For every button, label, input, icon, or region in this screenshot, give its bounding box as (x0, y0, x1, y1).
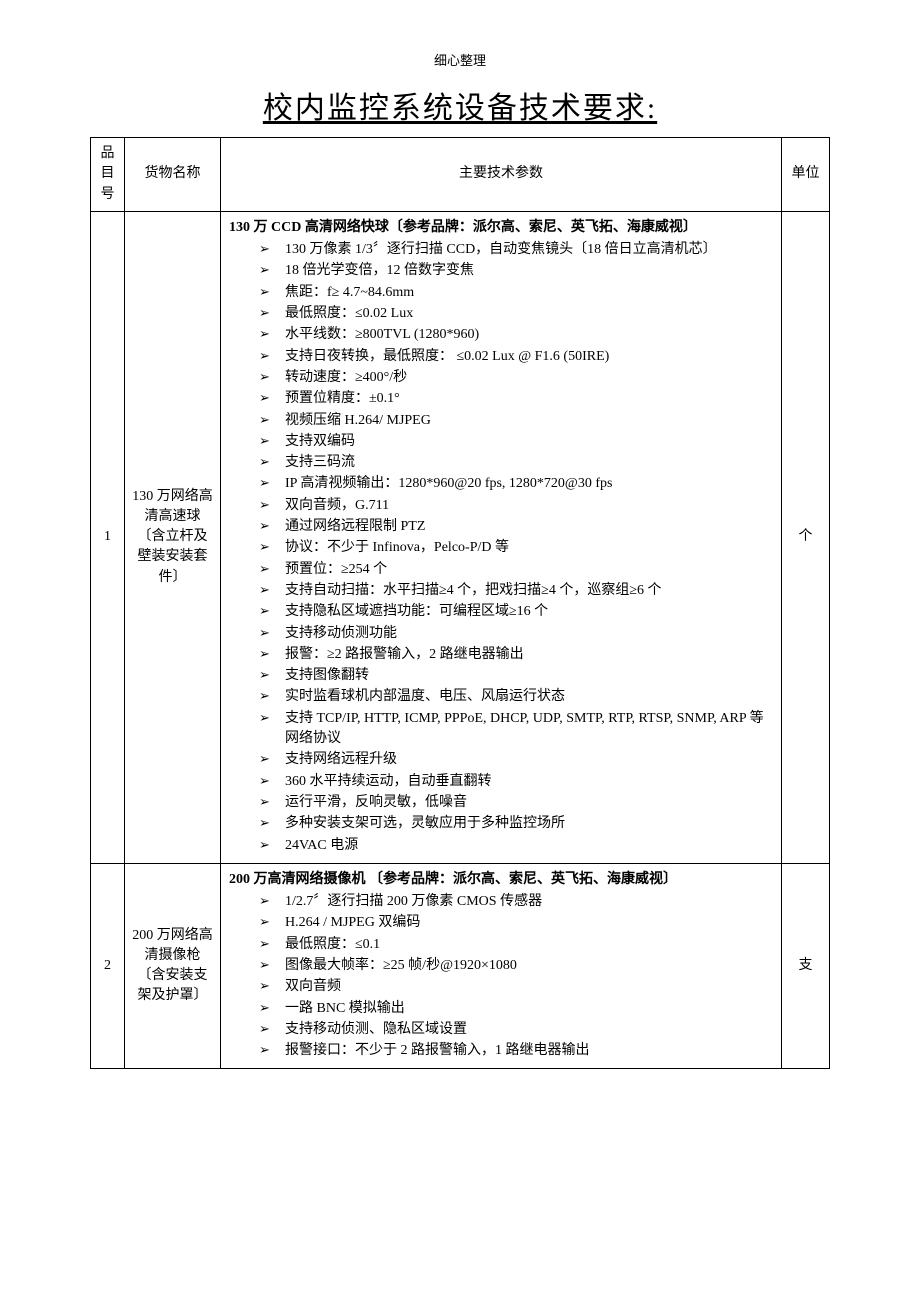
spec-item: 协议：不少于 Infinova，Pelco-P/D 等 (259, 538, 773, 558)
cell-unit: 支 (782, 863, 830, 1069)
spec-item: 水平线数：≥800TVL (1280*960) (259, 325, 773, 345)
spec-item: 支持移动侦测、隐私区域设置 (259, 1020, 773, 1040)
col-header-unit: 单位 (782, 138, 830, 212)
spec-item: 双向音频，G.711 (259, 496, 773, 516)
spec-item: 支持 TCP/IP, HTTP, ICMP, PPPoE, DHCP, UDP,… (259, 709, 773, 750)
spec-item: 18 倍光学变倍，12 倍数字变焦 (259, 261, 773, 281)
cell-name: 200 万网络高清摄像枪〔含安装支架及护罩〕 (125, 863, 221, 1069)
spec-item: 双向音频 (259, 977, 773, 997)
spec-item: 支持三码流 (259, 453, 773, 473)
spec-item: 焦距：f≥ 4.7~84.6mm (259, 283, 773, 303)
spec-heading: 130 万 CCD 高清网络快球〔参考品牌：派尔高、索尼、英飞拓、海康威视〕 (229, 218, 773, 238)
spec-item: H.264 / MJPEG 双编码 (259, 913, 773, 933)
page: 细心整理 校内监控系统设备技术要求: 品目号 货物名称 主要技术参数 单位 1 … (0, 0, 920, 1302)
cell-spec: 130 万 CCD 高清网络快球〔参考品牌：派尔高、索尼、英飞拓、海康威视〕 1… (221, 211, 782, 863)
cell-name: 130 万网络高清高速球〔含立杆及壁装安装套件〕 (125, 211, 221, 863)
spec-item: 最低照度：≤0.02 Lux (259, 304, 773, 324)
col-header-spec: 主要技术参数 (221, 138, 782, 212)
table-row: 1 130 万网络高清高速球〔含立杆及壁装安装套件〕 130 万 CCD 高清网… (91, 211, 830, 863)
spec-item: 支持网络远程升级 (259, 750, 773, 770)
header-note: 细心整理 (90, 50, 830, 69)
spec-item: 预置位：≥254 个 (259, 560, 773, 580)
spec-item: 预置位精度：±0.1° (259, 389, 773, 409)
col-header-name: 货物名称 (125, 138, 221, 212)
spec-item: 1/2.7〞逐行扫描 200 万像素 CMOS 传感器 (259, 892, 773, 912)
spec-item: 运行平滑，反响灵敏，低噪音 (259, 793, 773, 813)
spec-heading: 200 万高清网络摄像机 〔参考品牌：派尔高、索尼、英飞拓、海康威视〕 (229, 870, 773, 890)
spec-item: 图像最大帧率：≥25 帧/秒@1920×1080 (259, 956, 773, 976)
spec-item: 一路 BNC 模拟输出 (259, 999, 773, 1019)
spec-item: 转动速度：≥400°/秒 (259, 368, 773, 388)
spec-item: 支持双编码 (259, 432, 773, 452)
spec-item: 实时监看球机内部温度、电压、风扇运行状态 (259, 687, 773, 707)
spec-list: 1/2.7〞逐行扫描 200 万像素 CMOS 传感器 H.264 / MJPE… (229, 892, 773, 1061)
spec-item: 支持移动侦测功能 (259, 624, 773, 644)
spec-item: 支持图像翻转 (259, 666, 773, 686)
spec-item: 多种安装支架可选，灵敏应用于多种监控场所 (259, 814, 773, 834)
spec-item: 视频压缩 H.264/ MJPEG (259, 411, 773, 431)
spec-list: 130 万像素 1/3〞逐行扫描 CCD，自动变焦镜头〔18 倍日立高清机芯〕 … (229, 240, 773, 856)
spec-item: 通过网络远程限制 PTZ (259, 517, 773, 537)
col-header-idx: 品目号 (91, 138, 125, 212)
spec-table: 品目号 货物名称 主要技术参数 单位 1 130 万网络高清高速球〔含立杆及壁装… (90, 137, 830, 1069)
table-header-row: 品目号 货物名称 主要技术参数 单位 (91, 138, 830, 212)
page-title: 校内监控系统设备技术要求: (90, 83, 830, 127)
spec-item: 360 水平持续运动，自动垂直翻转 (259, 772, 773, 792)
table-row: 2 200 万网络高清摄像枪〔含安装支架及护罩〕 200 万高清网络摄像机 〔参… (91, 863, 830, 1069)
spec-item: 24VAC 电源 (259, 836, 773, 856)
cell-spec: 200 万高清网络摄像机 〔参考品牌：派尔高、索尼、英飞拓、海康威视〕 1/2.… (221, 863, 782, 1069)
spec-item: 报警：≥2 路报警输入，2 路继电器输出 (259, 645, 773, 665)
cell-unit: 个 (782, 211, 830, 863)
cell-idx: 2 (91, 863, 125, 1069)
spec-item: 支持自动扫描：水平扫描≥4 个，把戏扫描≥4 个，巡察组≥6 个 (259, 581, 773, 601)
spec-item: 最低照度：≤0.1 (259, 935, 773, 955)
spec-item: IP 高清视频输出：1280*960@20 fps, 1280*720@30 f… (259, 474, 773, 494)
spec-item: 报警接口：不少于 2 路报警输入，1 路继电器输出 (259, 1041, 773, 1061)
cell-idx: 1 (91, 211, 125, 863)
spec-item: 支持日夜转换，最低照度： ≤0.02 Lux @ F1.6 (50IRE) (259, 347, 773, 367)
spec-item: 130 万像素 1/3〞逐行扫描 CCD，自动变焦镜头〔18 倍日立高清机芯〕 (259, 240, 773, 260)
spec-item: 支持隐私区域遮挡功能：可编程区域≥16 个 (259, 602, 773, 622)
